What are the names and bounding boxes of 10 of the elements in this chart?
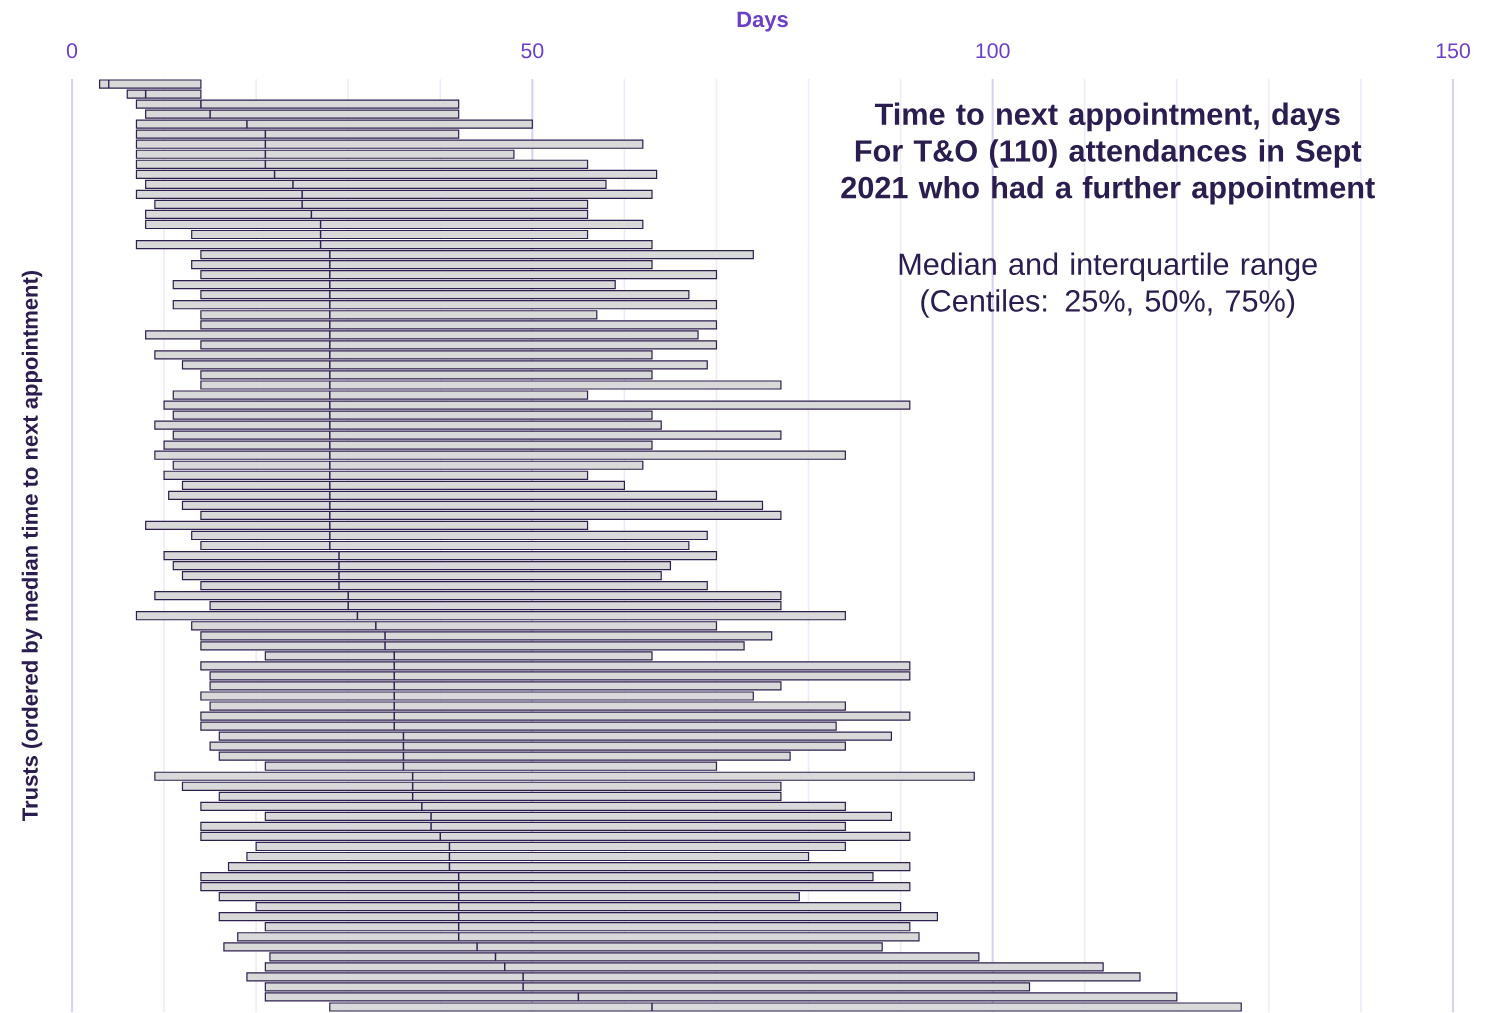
x-axis-title: Days xyxy=(737,11,788,32)
x-tick-label: 0 xyxy=(66,43,78,59)
annotation: Median and interquartile range xyxy=(899,252,1317,282)
annotation: (Centiles: 25%, 50%, 75%) xyxy=(921,289,1295,318)
text: Time to next appointment, days xyxy=(874,102,1340,132)
x-tick-label: 150 xyxy=(1436,43,1470,59)
text: For T&O (110) attendances in Sept 2021 who had a further appointment xyxy=(841,139,1375,205)
x-tick-label: 50 xyxy=(521,43,544,59)
y-axis-title: Trusts (ordered by median time to next appointment) xyxy=(21,270,43,821)
x-tick-label: 100 xyxy=(976,43,1010,59)
